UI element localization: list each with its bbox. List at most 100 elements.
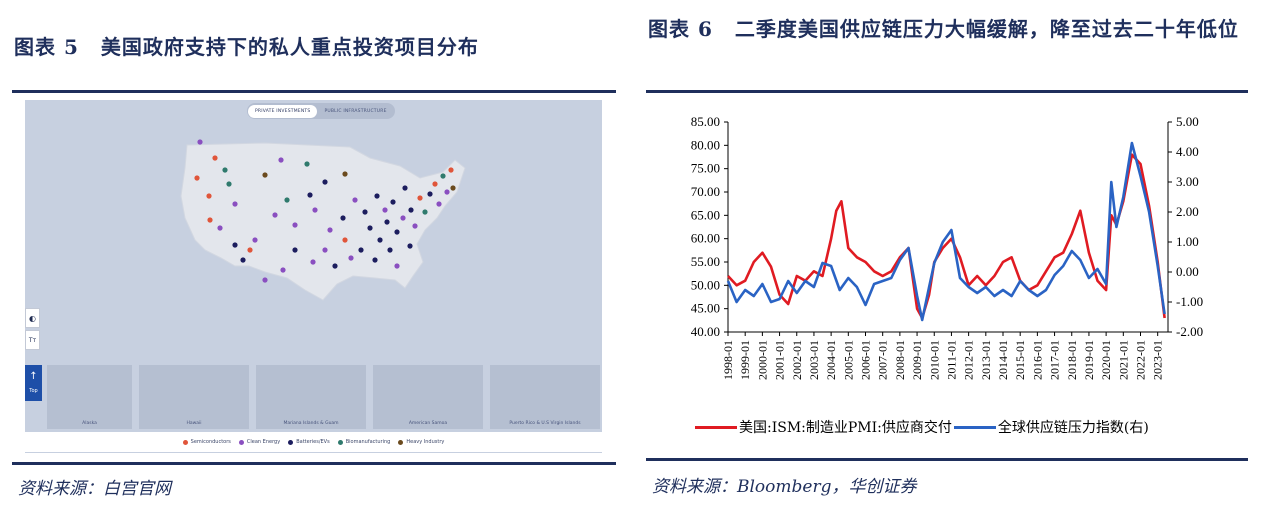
investment-marker[interactable]	[444, 189, 450, 195]
figure6-source: 资料来源：Bloomberg，华创证券	[652, 477, 917, 497]
supply-chain-chart: 85.00 80.00 75.00 70.00 65.00 60.00 55.00 50.00…	[691, 114, 1203, 380]
legend-swatch-red	[695, 425, 737, 429]
investment-marker[interactable]	[207, 217, 213, 223]
investment-marker[interactable]	[272, 212, 278, 218]
investment-marker[interactable]	[284, 197, 290, 203]
inset-hawaii[interactable]: Hawaii	[139, 365, 249, 429]
y-left-tick-label: 70.00	[691, 184, 720, 199]
investment-marker[interactable]	[197, 139, 203, 145]
x-tick-label: 2021-01	[1116, 340, 1130, 380]
private-investments-tab[interactable]: PRIVATE INVESTMENTS	[248, 104, 318, 118]
y-right-tick-label: 4.00	[1176, 144, 1199, 159]
investment-marker[interactable]	[307, 192, 313, 198]
text-size-icon[interactable]: Tт	[25, 330, 40, 350]
investment-marker[interactable]	[280, 267, 286, 273]
investment-marker[interactable]	[432, 181, 438, 187]
investment-marker[interactable]	[327, 227, 333, 233]
inset-guam[interactable]: Mariana Islands & Guam	[256, 365, 366, 429]
investment-marker[interactable]	[232, 201, 238, 207]
investment-marker[interactable]	[450, 185, 456, 191]
investment-marker[interactable]	[448, 167, 454, 173]
y-left-tick-label: 80.00	[691, 137, 720, 152]
x-tick-label: 2000-01	[755, 340, 769, 380]
investment-marker[interactable]	[304, 161, 310, 167]
investment-marker[interactable]	[217, 225, 223, 231]
investment-marker[interactable]	[417, 195, 423, 201]
investment-marker[interactable]	[206, 193, 212, 199]
investment-marker[interactable]	[358, 247, 364, 253]
investment-marker[interactable]	[322, 247, 328, 253]
investment-marker[interactable]	[408, 207, 414, 213]
inset-puerto-rico[interactable]: Puerto Rico & U.S Virgin Islands	[490, 365, 600, 429]
investment-marker[interactable]	[322, 179, 328, 185]
investment-marker[interactable]	[372, 257, 378, 263]
x-tick-label: 2005-01	[841, 340, 855, 380]
y-left-tick-label: 50.00	[691, 277, 720, 292]
investment-marker[interactable]	[232, 242, 238, 248]
investment-marker[interactable]	[342, 237, 348, 243]
inset-american-samoa[interactable]: American Samoa	[373, 365, 483, 429]
investment-marker[interactable]	[377, 237, 383, 243]
investment-marker[interactable]	[390, 199, 396, 205]
public-infrastructure-tab[interactable]: PUBLIC INFRASTRUCTURE	[324, 108, 387, 114]
investment-marker[interactable]	[340, 215, 346, 221]
investment-marker[interactable]	[400, 215, 406, 221]
investment-marker[interactable]	[407, 243, 413, 249]
investment-marker[interactable]	[374, 193, 380, 199]
investment-marker[interactable]	[394, 229, 400, 235]
investment-marker[interactable]	[194, 175, 200, 181]
investment-marker[interactable]	[247, 247, 253, 253]
layer-toggle[interactable]: PRIVATE INVESTMENTS PUBLIC INFRASTRUCTUR…	[247, 103, 395, 119]
investment-marker[interactable]	[422, 209, 428, 215]
x-tick-label: 2020-01	[1099, 340, 1113, 380]
investment-marker[interactable]	[362, 209, 368, 215]
investment-marker[interactable]	[222, 167, 228, 173]
investment-marker[interactable]	[348, 255, 354, 261]
y-right-tick-label: 1.00	[1176, 234, 1199, 249]
investment-marker[interactable]	[440, 173, 446, 179]
x-tick-label: 1999-01	[738, 340, 752, 380]
top-button[interactable]: ↑ Top	[25, 365, 42, 401]
us-map-shape	[180, 142, 466, 301]
investment-marker[interactable]	[367, 225, 373, 231]
investment-marker[interactable]	[312, 207, 318, 213]
investment-marker[interactable]	[412, 223, 418, 229]
x-tick-label: 2004-01	[824, 340, 838, 380]
hexagon-icon	[398, 439, 404, 445]
x-tick-label: 2007-01	[876, 340, 890, 380]
investment-marker[interactable]	[262, 172, 268, 178]
investment-marker[interactable]	[384, 219, 390, 225]
contrast-icon[interactable]: ◐	[25, 308, 40, 328]
inset-label: Mariana Islands & Guam	[283, 421, 339, 426]
investment-marker[interactable]	[292, 247, 298, 253]
investment-marker[interactable]	[292, 222, 298, 228]
investment-marker[interactable]	[252, 237, 258, 243]
investment-marker[interactable]	[332, 263, 338, 269]
investment-marker[interactable]	[387, 247, 393, 253]
investment-marker[interactable]	[352, 197, 358, 203]
investment-marker[interactable]	[342, 171, 348, 177]
figure6-number: 图表 6	[648, 17, 713, 41]
investment-marker[interactable]	[226, 181, 232, 187]
investment-marker[interactable]	[278, 157, 284, 163]
investment-marker[interactable]	[212, 155, 218, 161]
legend-swatch-blue	[953, 425, 996, 429]
y-left-tick-label: 45.00	[691, 301, 720, 316]
x-tick-label: 2018-01	[1065, 340, 1079, 380]
investment-marker[interactable]	[394, 263, 400, 269]
legend-label: Heavy Industry	[406, 439, 445, 445]
investment-marker[interactable]	[436, 201, 442, 207]
investment-marker[interactable]	[310, 259, 316, 265]
investment-marker[interactable]	[427, 191, 433, 197]
investment-map[interactable]: PRIVATE INVESTMENTS PUBLIC INFRASTRUCTUR…	[25, 100, 602, 453]
x-tick-label: 2006-01	[859, 340, 873, 380]
investment-marker[interactable]	[382, 207, 388, 213]
investment-marker[interactable]	[262, 277, 268, 283]
x-tick-label: 2009-01	[910, 340, 924, 380]
investment-marker[interactable]	[402, 185, 408, 191]
x-tick-label: 2016-01	[1030, 340, 1044, 380]
inset-label: Hawaii	[186, 421, 202, 426]
inset-alaska[interactable]: Alaska	[47, 365, 132, 429]
investment-marker[interactable]	[240, 257, 246, 263]
map-canvas	[180, 139, 466, 301]
